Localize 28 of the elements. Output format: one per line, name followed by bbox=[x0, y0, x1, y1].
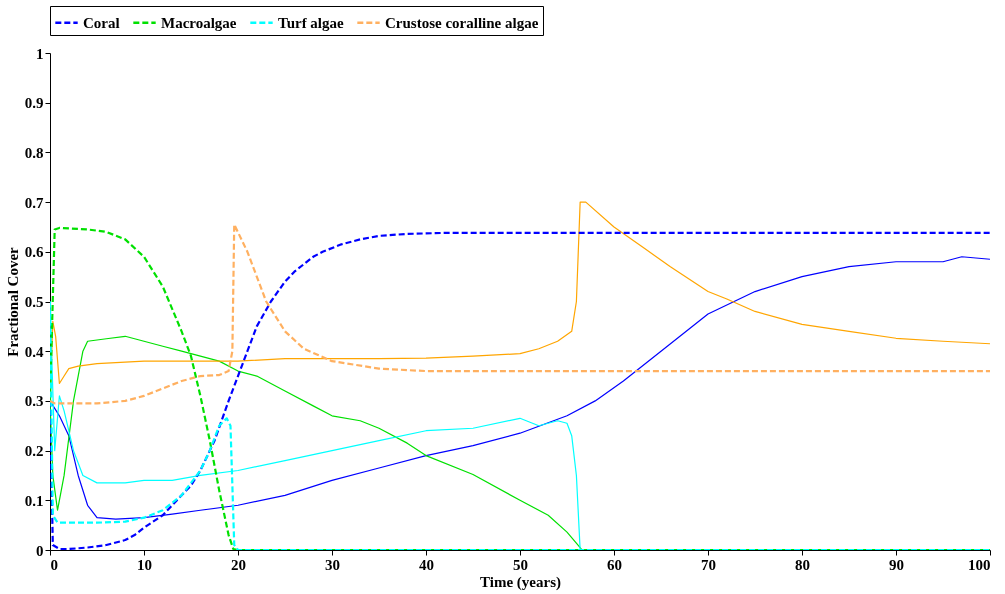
legend-label: Turf algae bbox=[278, 14, 345, 31]
x-tick-label: 10 bbox=[137, 556, 152, 573]
x-tick-label: 0 bbox=[50, 556, 58, 573]
y-tick-label: 0.7 bbox=[24, 194, 44, 211]
x-tick-label: 90 bbox=[889, 556, 904, 573]
y-tick-label: 0.5 bbox=[24, 294, 44, 310]
y-tick-label: 0.9 bbox=[24, 95, 44, 112]
y-tick-label: 0.8 bbox=[24, 144, 44, 161]
legend-label: Crustose coralline algae bbox=[385, 14, 539, 31]
x-axis-title: Time (years) bbox=[480, 573, 561, 591]
y-tick-label: 0.4 bbox=[24, 343, 44, 360]
x-tick-label: 70 bbox=[701, 556, 716, 573]
x-tick-label: 40 bbox=[419, 556, 434, 573]
x-tick-label: 100 bbox=[968, 556, 991, 573]
y-tick-label: 1 bbox=[36, 45, 44, 62]
x-tick-label: 80 bbox=[795, 556, 810, 573]
legend-label: Macroalgae bbox=[161, 14, 237, 31]
x-tick-label: 50 bbox=[513, 556, 528, 573]
y-tick-label: 0 bbox=[36, 542, 44, 559]
x-tick-label: 30 bbox=[325, 556, 340, 573]
y-tick-label: 0.3 bbox=[24, 393, 44, 410]
y-tick-label: 0.2 bbox=[24, 443, 44, 460]
y-tick-label: 0.1 bbox=[24, 492, 44, 509]
y-tick-label: 0.6 bbox=[24, 244, 44, 261]
x-tick-label: 20 bbox=[231, 556, 246, 573]
x-tick-label: 60 bbox=[607, 556, 622, 573]
y-axis-title: Fractional Cover bbox=[4, 246, 21, 357]
legend-label: Coral bbox=[83, 14, 120, 31]
